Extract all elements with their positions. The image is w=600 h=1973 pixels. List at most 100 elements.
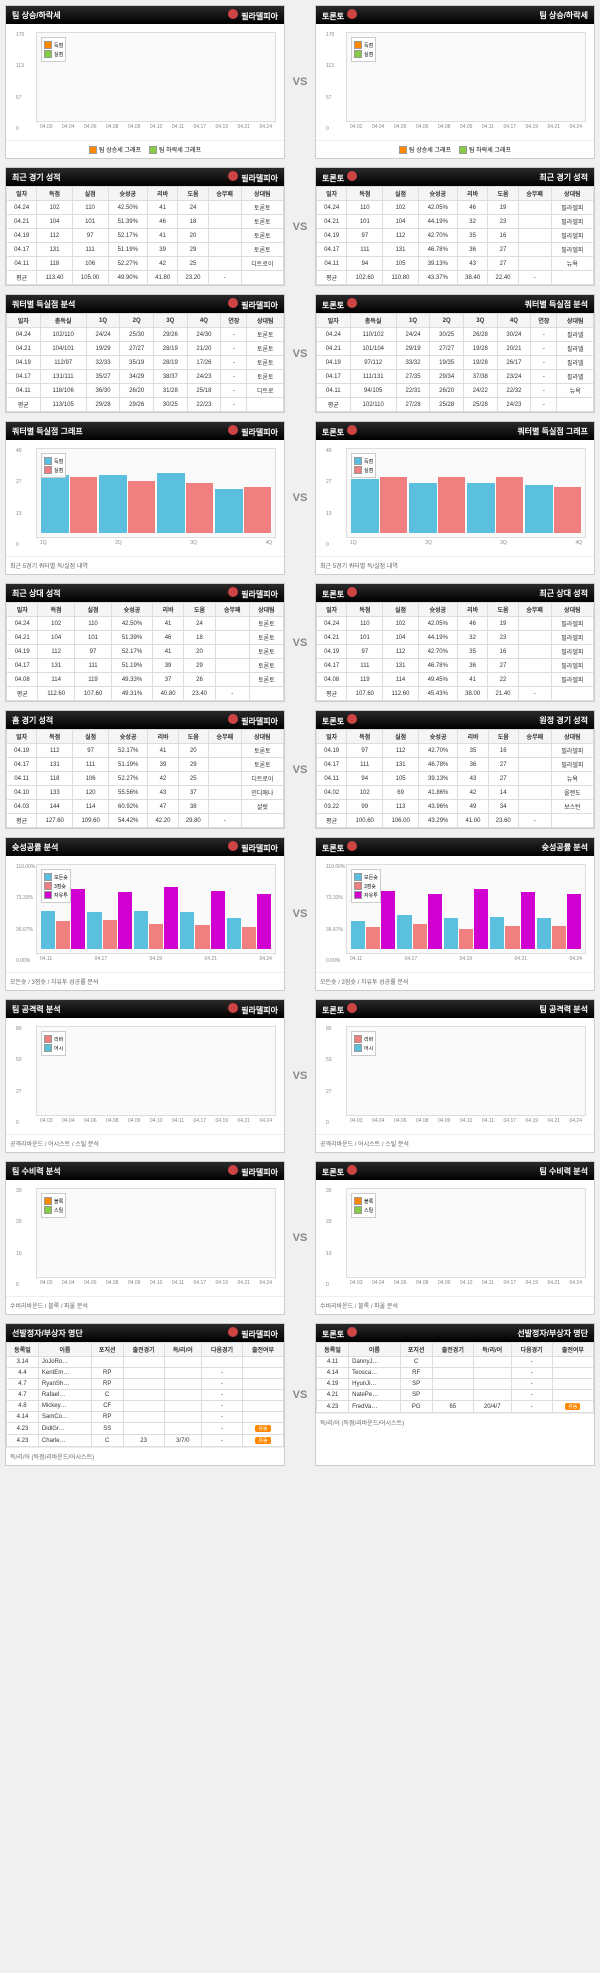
bar <box>195 925 209 949</box>
col-header: 리바 <box>457 603 487 617</box>
bar-group <box>134 869 178 949</box>
table-quarter-right: 일자총득실1Q2Q3Q4Q연장상대팀04.24110/10224/2430/25… <box>316 313 594 412</box>
col-header: 득/리/어 <box>164 1343 201 1357</box>
col-header: 리바 <box>152 603 183 617</box>
table-row: 04.2410211042.50%4124토론토 <box>7 617 284 631</box>
bar <box>134 911 148 949</box>
bar <box>227 918 241 949</box>
col-header: 승무패 <box>518 187 551 201</box>
table-row: 4.14SamCo…RP- <box>7 1412 284 1423</box>
table-row: 4.23DidiGr…SS-유동 <box>7 1423 284 1435</box>
bar <box>552 926 566 949</box>
table-row: 4.7RyanSh…RP- <box>7 1379 284 1390</box>
col-header: 다음경기 <box>511 1343 552 1357</box>
table-row: 04.17111/13127/3529/3437/3823/24-필라델 <box>317 370 594 384</box>
col-header: 슛성공 <box>112 603 153 617</box>
table-row: 04.119410539.13%4327뉴욕 <box>317 257 594 271</box>
table-row: 04.0811911449.45%4122필라델피 <box>317 673 594 687</box>
table-row: 04.1713111151.19%3929토론토 <box>7 659 284 673</box>
col-header: 도움 <box>184 603 215 617</box>
team: 토론토 <box>322 12 344 21</box>
col-header: 3Q <box>153 314 187 328</box>
table-row: 평균113/10529/2829/2630/2522/23- <box>7 398 284 412</box>
col-header: 상대팀 <box>249 603 283 617</box>
table-row: 04.191129752.17%4120토론토 <box>7 744 284 758</box>
bar <box>490 917 504 949</box>
col-header: 출전경기 <box>432 1343 473 1357</box>
table-row: 04.191129752.17%4120토론토 <box>7 229 284 243</box>
col-header: 포지션 <box>91 1343 123 1357</box>
table-row: 04.21101/10429/1927/2719/2820/21-필라델 <box>317 342 594 356</box>
bar <box>244 487 272 533</box>
table-row: 04.17131/11135/2734/2938/3724/23-토론토 <box>7 370 284 384</box>
bar <box>118 892 132 949</box>
table-row: 평균102.60110.8043.37%38.4022.40- <box>317 271 594 285</box>
bar <box>444 918 458 949</box>
bar <box>505 926 519 949</box>
col-header: 총득실 <box>350 314 396 328</box>
bar <box>186 483 214 533</box>
vs: VS <box>285 5 315 159</box>
table-row: 04.1711113146.78%3627필라델피 <box>317 659 594 673</box>
col-header: 실점 <box>74 603 111 617</box>
bar <box>242 927 256 949</box>
line-chart: 득점실점 <box>36 32 276 122</box>
table-row: 04.19112/9732/3335/1928/1917/26-토론토 <box>7 356 284 370</box>
table-row: 04.199711242.70%3516필라델피 <box>317 645 594 659</box>
table-row: 04.2410211042.50%4124토론토 <box>7 201 284 215</box>
col-header: 4Q <box>497 314 531 328</box>
table-row: 4.11DannyJ…C- <box>317 1357 594 1368</box>
bar <box>413 924 427 949</box>
bar <box>180 912 194 949</box>
bar <box>103 920 117 949</box>
table-row: 04.0314411460.92%4738샬럿 <box>7 800 284 814</box>
col-header: 실점 <box>72 187 108 201</box>
col-header: 총득실 <box>40 314 86 328</box>
table-row: 04.1013312055.56%4337인디애나 <box>7 786 284 800</box>
col-header: 상대팀 <box>551 730 593 744</box>
col-header: 상대팀 <box>557 314 594 328</box>
col-header: 도움 <box>178 730 208 744</box>
table-row: 4.19HyunJi…SP- <box>317 1379 594 1390</box>
line-chart: 득점실점 <box>346 32 586 122</box>
bar-group <box>227 869 271 949</box>
col-header: 일자 <box>317 730 347 744</box>
col-header: 실점 <box>383 187 418 201</box>
bar-group <box>490 869 534 949</box>
section-qchart: 쿼터별 득실점 그래프필라델피아 4027130 득점실점 1Q2Q3Q4Q 최… <box>5 421 595 575</box>
section-roster: 선발정자/부상자 명단필라델피아 등록일이름포지션출전경기득/리/어다음경기출전… <box>5 1323 595 1466</box>
table-row: 4.23FredVa…PG6520/4/7-유동 <box>317 1401 594 1413</box>
bar <box>554 487 582 533</box>
col-header: 도움 <box>488 187 518 201</box>
col-header: 상대팀 <box>551 603 593 617</box>
bar-group <box>157 453 213 533</box>
col-header: 슛성공 <box>419 730 458 744</box>
table-row: 평균112.60107.6049.31%40.8023.40- <box>7 687 284 701</box>
bar <box>149 924 163 949</box>
table-row: 04.1111810652.27%4225디트로이 <box>7 772 284 786</box>
col-header: 다음경기 <box>202 1343 243 1357</box>
table-row: 04.24110/10224/2430/2526/2830/24-필라델 <box>317 328 594 342</box>
col-header: 등록일 <box>317 1343 349 1357</box>
col-header: 상대팀 <box>241 730 283 744</box>
bar <box>41 911 55 949</box>
table-row: 3.14JoJoRo… <box>7 1357 284 1368</box>
section-quarter: 쿼터별 득실점 분석필라델피아 일자총득실1Q2Q3Q4Q연장상대팀04.241… <box>5 294 595 413</box>
col-header: 4Q <box>187 314 221 328</box>
col-header: 출전경기 <box>123 1343 164 1357</box>
col-header: 리바 <box>457 187 487 201</box>
table-row: 04.1713111151.19%3929토론토 <box>7 243 284 257</box>
bar-group <box>537 869 581 949</box>
team-icon <box>347 9 357 19</box>
bar <box>257 894 271 949</box>
bar <box>537 918 551 949</box>
bar <box>409 483 437 533</box>
table-row: 04.2110410151.39%4618토론토 <box>7 215 284 229</box>
table-quarter-left: 일자총득실1Q2Q3Q4Q연장상대팀04.24102/11024/2425/30… <box>6 313 284 412</box>
col-header: 일자 <box>7 730 37 744</box>
col-header: 득점 <box>347 187 383 201</box>
team-icon <box>228 9 238 19</box>
col-header: 일자 <box>7 187 37 201</box>
table-row: 04.1711113146.78%3627필라델피 <box>317 243 594 257</box>
col-header: 리바 <box>458 730 488 744</box>
